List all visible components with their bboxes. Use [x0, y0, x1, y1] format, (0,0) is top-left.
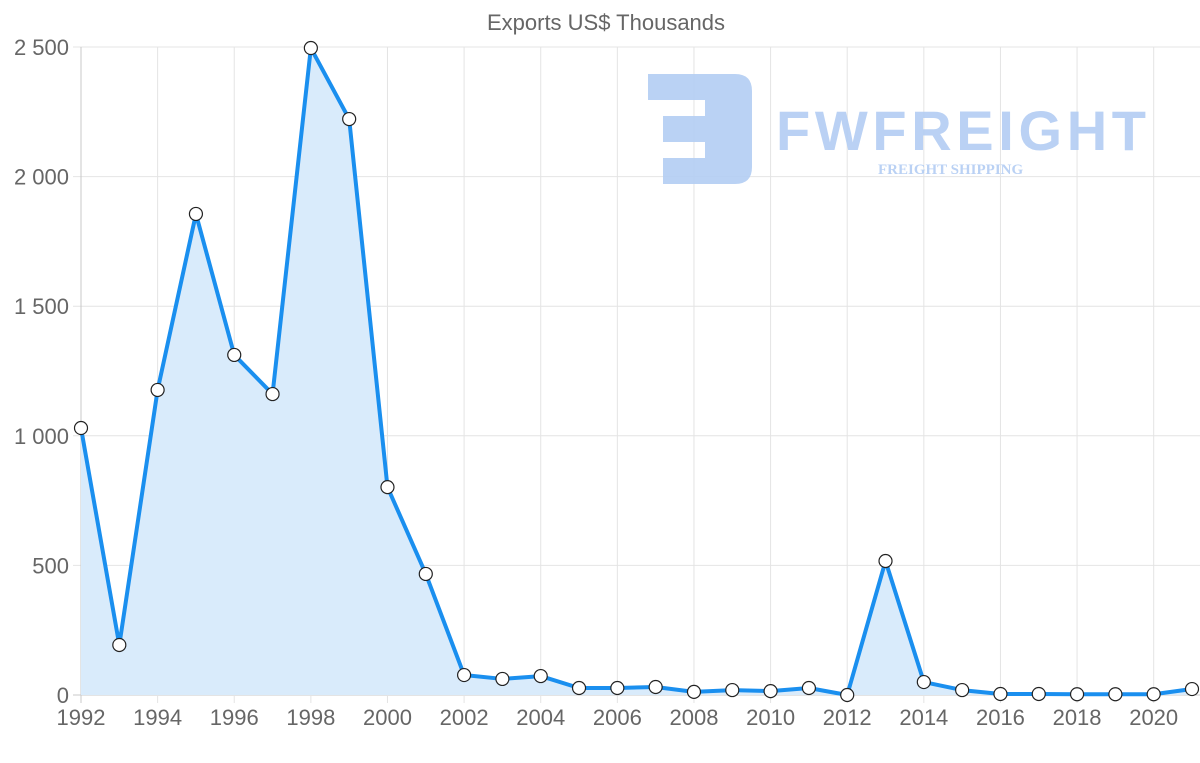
data-point-1993[interactable]	[112, 637, 127, 653]
y-tick-label: 0	[57, 683, 69, 708]
data-point-2007[interactable]	[648, 679, 663, 695]
data-point-2004[interactable]	[533, 668, 548, 684]
data-point-2014[interactable]	[916, 674, 931, 690]
data-point-2019[interactable]	[1108, 687, 1123, 702]
watermark-brand: FWFREIGHT	[776, 99, 1146, 162]
x-tick-label: 1998	[286, 705, 335, 730]
x-tick-label: 1992	[57, 705, 106, 730]
data-point-2018[interactable]	[1069, 687, 1085, 702]
data-point-2021[interactable]	[1184, 681, 1200, 697]
data-point-1994[interactable]	[150, 382, 165, 398]
grid	[73, 46, 1200, 703]
x-tick-label: 2008	[669, 705, 718, 730]
x-tick-label: 2012	[823, 705, 872, 730]
data-point-2017[interactable]	[1031, 686, 1046, 702]
x-tick-label: 2004	[516, 705, 565, 730]
data-point-2009[interactable]	[725, 682, 740, 698]
data-point-2008[interactable]	[686, 684, 702, 699]
data-point-2005[interactable]	[571, 680, 587, 696]
data-point-2011[interactable]	[801, 680, 816, 696]
data-point-1997[interactable]	[265, 386, 280, 402]
data-point-2006[interactable]	[610, 680, 625, 696]
y-tick-label: 2 000	[14, 165, 69, 190]
data-point-2012[interactable]	[840, 687, 855, 703]
data-point-2000[interactable]	[380, 480, 395, 495]
x-tick-label: 2014	[899, 705, 948, 730]
data-point-2020[interactable]	[1146, 687, 1161, 702]
x-tick-label: 1996	[210, 705, 259, 730]
chart-title: Exports US$ Thousands	[487, 10, 725, 35]
y-tick-label: 2 500	[14, 35, 69, 60]
data-point-2001[interactable]	[418, 566, 433, 582]
x-tick-label: 2016	[976, 705, 1025, 730]
y-tick-label: 500	[32, 553, 69, 578]
x-tick-label: 2020	[1129, 705, 1178, 730]
data-point-1999[interactable]	[342, 111, 357, 127]
x-tick-label: 1994	[133, 705, 182, 730]
data-point-2016[interactable]	[993, 686, 1008, 702]
x-tick-label: 2000	[363, 705, 412, 730]
series-area	[81, 48, 1192, 695]
fwfreight-watermark: FWFREIGHT FREIGHT SHIPPING	[648, 74, 1146, 184]
data-point-1992[interactable]	[73, 420, 89, 436]
fwfreight-logo-icon	[648, 74, 752, 184]
data-point-2015[interactable]	[955, 682, 970, 698]
data-point-2003[interactable]	[495, 671, 510, 687]
data-point-1996[interactable]	[227, 347, 242, 363]
x-tick-label: 2010	[746, 705, 795, 730]
x-tick-label: 2002	[440, 705, 489, 730]
data-point-2013[interactable]	[878, 553, 893, 569]
x-tick-label: 2018	[1053, 705, 1102, 730]
data-point-2010[interactable]	[763, 684, 778, 699]
x-tick-label: 2006	[593, 705, 642, 730]
watermark-tagline: FREIGHT SHIPPING	[878, 162, 1023, 178]
data-point-2002[interactable]	[457, 667, 472, 683]
y-tick-label: 1 000	[14, 424, 69, 449]
data-point-1998[interactable]	[303, 40, 318, 56]
data-point-1995[interactable]	[188, 206, 204, 222]
y-tick-label: 1 500	[14, 294, 69, 319]
